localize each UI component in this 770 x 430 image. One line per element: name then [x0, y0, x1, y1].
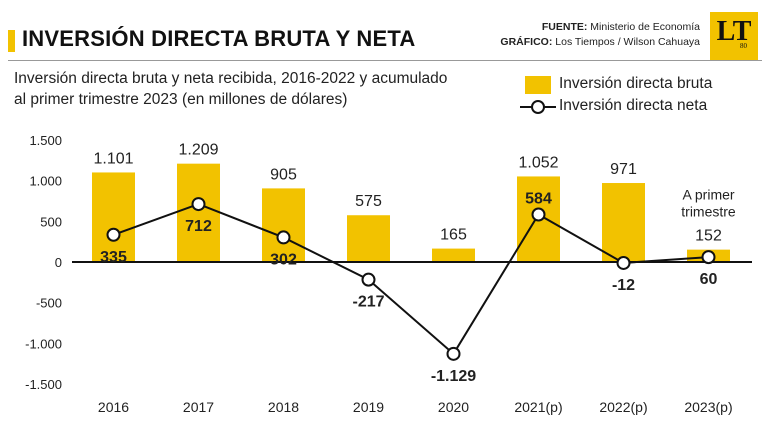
subtitle-line-1: Inversión directa bruta y neta recibida,…: [14, 70, 448, 87]
net-point: [616, 255, 631, 270]
net-series-line: [113, 203, 709, 356]
source-label: FUENTE:: [541, 21, 588, 33]
y-tick-label: -500: [36, 296, 62, 311]
bar: [177, 163, 220, 262]
newspaper-logo: LT 80: [710, 12, 758, 60]
net-value-label: 584: [525, 191, 552, 208]
legend-line-label: Inversión directa neta: [559, 97, 708, 114]
net-point: [446, 346, 461, 361]
net-value-label: -12: [612, 277, 635, 294]
annotation-line-1: A primer: [682, 187, 734, 203]
x-tick-label: 2023(p): [684, 399, 732, 415]
x-tick-label: 2017: [183, 399, 214, 415]
y-tick-label: -1.500: [25, 377, 62, 392]
legend-bar-label: Inversión directa bruta: [559, 75, 713, 92]
bar-value-label: 152: [695, 228, 722, 245]
bar-value-label: 905: [270, 166, 297, 183]
bar-value-label: 575: [355, 193, 382, 210]
y-tick-label: 0: [55, 255, 62, 270]
logo-subtext: 80: [740, 42, 747, 50]
bar-value-label: 165: [440, 227, 467, 244]
y-tick-label: 1.500: [29, 133, 62, 148]
net-point: [361, 272, 376, 287]
bar: [432, 248, 475, 262]
title-accent-bar: [8, 30, 15, 52]
net-value-label: 60: [700, 271, 718, 288]
logo-text: LT: [716, 16, 752, 47]
x-tick-label: 2022(p): [599, 399, 647, 415]
bar: [602, 183, 645, 262]
bar: [517, 176, 560, 262]
bar: [347, 215, 390, 262]
bar-value-label: 971: [610, 161, 637, 178]
net-point: [276, 230, 291, 245]
net-value-label: 302: [270, 251, 297, 268]
y-tick-label: 500: [40, 214, 62, 229]
x-tick-label: 2019: [353, 399, 384, 415]
y-tick-label: 1.000: [29, 174, 62, 189]
net-value-label: -217: [352, 294, 384, 311]
graphic-value: Los Tiempos / Wilson Cahuaya: [555, 36, 700, 48]
x-tick-label: 2020: [438, 399, 469, 415]
net-value-label: 712: [185, 218, 212, 235]
subtitle-line-2: al primer trimestre 2023 (en millones de…: [14, 91, 348, 108]
source-credits: FUENTE: Ministerio de Economía GRÁFICO: …: [500, 20, 700, 50]
x-tick-label: 2016: [98, 399, 129, 415]
legend-bar-swatch: [525, 76, 551, 94]
net-value-label: 335: [100, 249, 127, 266]
chart-subtitle: Inversión directa bruta y neta recibida,…: [14, 68, 494, 110]
net-point: [701, 250, 716, 265]
bar-value-label: 1.052: [518, 154, 558, 171]
bar-value-label: 1.209: [178, 142, 218, 159]
legend-line-swatch: [520, 100, 556, 114]
header-divider: [8, 60, 762, 61]
source-value: Ministerio de Economía: [590, 21, 700, 33]
bar: [92, 172, 135, 262]
bar: [687, 249, 730, 262]
chart-title: INVERSIÓN DIRECTA BRUTA Y NETA: [22, 26, 416, 51]
bar-value-label: 1.101: [93, 150, 133, 167]
net-point: [531, 207, 546, 222]
net-point: [106, 227, 121, 242]
y-tick-label: -1.000: [25, 336, 62, 351]
x-tick-label: 2018: [268, 399, 299, 415]
graphic-label: GRÁFICO:: [500, 36, 553, 48]
bar: [262, 188, 305, 262]
annotation-line-2: trimestre: [681, 204, 736, 220]
net-point: [191, 197, 206, 212]
net-value-label: -1.129: [431, 368, 476, 385]
x-tick-label: 2021(p): [514, 399, 562, 415]
